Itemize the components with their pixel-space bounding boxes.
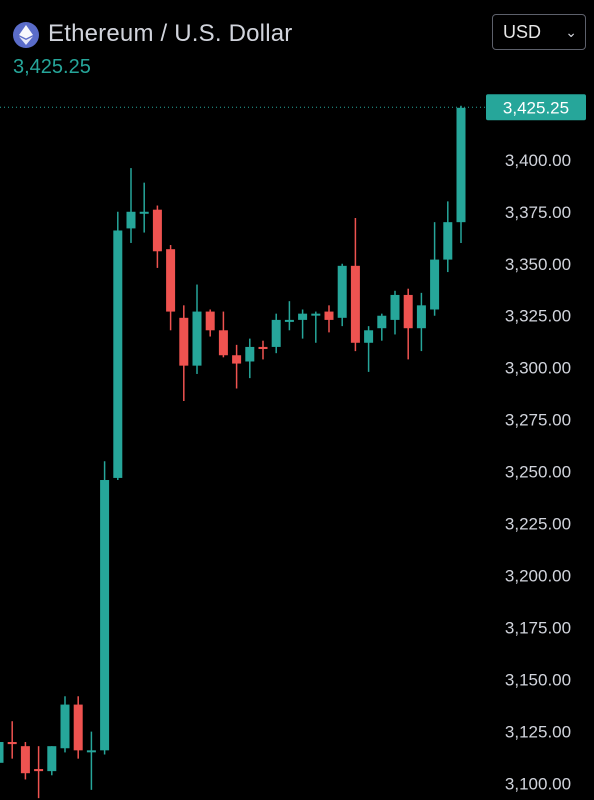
- candle-body: [34, 769, 44, 772]
- y-tick-label: 3,225.00: [505, 515, 571, 534]
- currency-select[interactable]: USD ⌄: [492, 14, 586, 50]
- candle-body: [166, 249, 176, 312]
- candle-body: [337, 265, 347, 318]
- y-tick-label: 3,150.00: [505, 671, 571, 690]
- candle-body: [7, 742, 17, 745]
- candle-body: [443, 222, 453, 260]
- candle-body: [0, 742, 4, 763]
- y-tick-label: 3,300.00: [505, 359, 571, 378]
- candle: [456, 105, 466, 243]
- candle: [377, 313, 387, 341]
- candle: [403, 288, 413, 360]
- candle: [47, 746, 57, 776]
- candle-body: [416, 305, 426, 329]
- candle: [390, 290, 400, 335]
- y-tick-label: 3,125.00: [505, 723, 571, 742]
- candle-body: [20, 746, 30, 774]
- candle: [34, 746, 44, 799]
- candle-body: [139, 211, 149, 214]
- candle-body: [100, 480, 110, 751]
- y-tick-label: 3,100.00: [505, 775, 571, 794]
- candle-body: [324, 311, 334, 320]
- candle-body: [47, 746, 57, 772]
- candle: [205, 309, 215, 337]
- candle: [350, 218, 360, 352]
- y-axis: 3,400.00 3,375.00 3,350.00 3,325.00 3,300.00…: [505, 151, 571, 794]
- candle: [86, 731, 96, 790]
- candle-body: [205, 311, 215, 331]
- candle: [324, 305, 334, 333]
- y-tick-label: 3,325.00: [505, 307, 571, 326]
- candle: [284, 301, 294, 331]
- candle-body: [430, 259, 440, 310]
- candle-body: [377, 315, 387, 329]
- candle-body: [284, 319, 294, 322]
- candle-body: [403, 294, 413, 329]
- candle-body: [258, 346, 268, 350]
- candle-body: [192, 311, 202, 366]
- candle-body: [126, 211, 136, 229]
- candle: [232, 344, 242, 389]
- candle-body: [179, 317, 189, 366]
- candle: [0, 742, 4, 763]
- candle: [218, 311, 228, 358]
- ethereum-icon: [13, 22, 39, 48]
- candle-body: [152, 209, 162, 252]
- candle-body: [298, 313, 308, 320]
- candle: [443, 201, 453, 273]
- candle: [100, 461, 110, 755]
- last-price-tag: 3,425.25: [486, 94, 586, 121]
- y-tick-label: 3,275.00: [505, 411, 571, 430]
- candle: [258, 340, 268, 360]
- candle-body: [60, 704, 70, 749]
- candle: [364, 326, 374, 372]
- y-tick-label: 3,250.00: [505, 463, 571, 482]
- candle-body: [456, 107, 466, 223]
- candle-body: [245, 346, 255, 362]
- candle-body: [271, 319, 281, 347]
- candle: [166, 245, 176, 331]
- candle: [298, 309, 308, 339]
- y-tick-label: 3,350.00: [505, 255, 571, 274]
- candle-body: [218, 330, 228, 356]
- candle-body: [390, 294, 400, 320]
- pair-title: Ethereum / U.S. Dollar: [48, 20, 293, 47]
- candle: [337, 263, 347, 327]
- y-tick-label: 3,375.00: [505, 203, 571, 222]
- candle: [311, 311, 321, 343]
- candle: [152, 205, 162, 268]
- candle-body: [311, 313, 321, 316]
- candle: [73, 696, 83, 759]
- y-tick-label: 3,175.00: [505, 619, 571, 638]
- candle: [179, 305, 189, 401]
- candle-body: [113, 230, 123, 478]
- candle-body: [73, 704, 83, 751]
- currency-value: USD: [503, 21, 542, 42]
- y-tick-label: 3,200.00: [505, 567, 571, 586]
- candle: [192, 284, 202, 374]
- candle: [113, 211, 123, 481]
- candle: [20, 742, 30, 780]
- candle-body: [232, 355, 242, 364]
- candle-body: [364, 330, 374, 343]
- candle: [430, 222, 440, 316]
- chart-header: Ethereum / U.S. Dollar 3,425.25 USD ⌄: [0, 0, 594, 90]
- candle-body: [350, 265, 360, 343]
- candle: [139, 182, 149, 233]
- candle-body: [86, 750, 96, 753]
- y-tick-label: 3,400.00: [505, 151, 571, 170]
- candle: [126, 168, 136, 243]
- candle: [271, 313, 281, 354]
- candle: [416, 292, 426, 352]
- last-price: 3,425.25: [13, 56, 91, 78]
- candles: [0, 105, 466, 799]
- chevron-down-icon: ⌄: [565, 23, 577, 40]
- candle: [60, 696, 70, 753]
- last-price-tag-label: 3,425.25: [503, 98, 569, 117]
- candle: [245, 338, 255, 379]
- candle: [7, 721, 17, 759]
